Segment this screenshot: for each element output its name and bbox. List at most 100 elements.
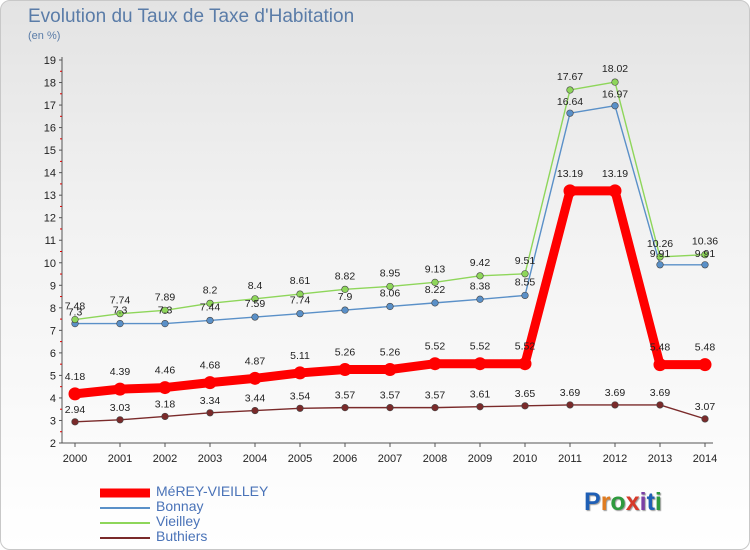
- data-label: 3.34: [200, 395, 221, 407]
- data-point: [161, 412, 169, 421]
- legend-label: Vieilley: [156, 513, 201, 529]
- data-point: [116, 310, 124, 318]
- data-label: 8.61: [290, 275, 311, 287]
- data-label: 9.42: [470, 257, 491, 269]
- data-label: 5.52: [515, 341, 536, 353]
- x-tick-label: 2014: [693, 453, 717, 465]
- data-point: [383, 363, 397, 377]
- data-point: [653, 358, 667, 372]
- data-point: [161, 319, 169, 328]
- data-label: 4.68: [200, 360, 221, 372]
- data-point: [476, 295, 484, 303]
- y-tick-label: 4: [50, 393, 56, 405]
- legend-swatch: [100, 521, 150, 524]
- data-label: 8.06: [380, 287, 401, 299]
- data-label: 3.44: [245, 393, 266, 405]
- x-tick-label: 2004: [243, 453, 267, 465]
- data-point: [428, 357, 442, 371]
- data-label: 3.69: [605, 387, 626, 399]
- data-point: [296, 290, 304, 298]
- data-point: [338, 363, 352, 377]
- data-point: [158, 381, 172, 395]
- y-tick-label: 3: [50, 415, 56, 427]
- data-point: [611, 78, 619, 86]
- y-tick-label: 17: [44, 100, 56, 112]
- x-tick-label: 2011: [558, 453, 582, 465]
- data-point: [563, 184, 577, 198]
- x-tick-label: 2009: [468, 453, 492, 465]
- logo-letter: o: [610, 488, 626, 516]
- data-point: [566, 401, 574, 409]
- data-label: 9.91: [650, 248, 671, 260]
- data-label: 3.65: [515, 388, 536, 400]
- x-tick-label: 2008: [423, 453, 447, 465]
- data-label: 4.18: [65, 371, 86, 383]
- data-point: [68, 387, 82, 401]
- data-point: [116, 319, 124, 328]
- logo-letter: i: [654, 488, 662, 516]
- logo-letter: t: [646, 488, 655, 516]
- data-point: [701, 261, 709, 269]
- data-point: [701, 251, 709, 259]
- data-label: 13.19: [602, 168, 628, 180]
- data-label: 5.26: [380, 347, 401, 359]
- data-label: 18.02: [602, 63, 628, 75]
- data-label: 3.54: [290, 390, 311, 402]
- data-label: 10.26: [647, 238, 673, 250]
- data-point: [473, 357, 487, 371]
- chart-subtitle: (en %): [28, 30, 61, 42]
- data-label: 7.59: [245, 298, 266, 310]
- data-label: 5.26: [335, 347, 356, 359]
- data-point: [116, 416, 124, 424]
- y-tick-label: 6: [50, 348, 56, 360]
- data-label: 8.82: [335, 270, 356, 282]
- data-point: [341, 306, 349, 314]
- data-point: [656, 261, 664, 269]
- logo-letter: i: [639, 488, 647, 516]
- data-point: [611, 102, 619, 110]
- x-tick-label: 2007: [378, 453, 402, 465]
- y-tick-label: 16: [44, 123, 56, 135]
- x-tick-label: 2001: [108, 453, 132, 465]
- data-point: [431, 404, 439, 412]
- data-label: 3.57: [425, 390, 446, 402]
- data-label: 7.9: [338, 291, 353, 303]
- data-label: 3.57: [380, 390, 401, 402]
- proxiti-logo: Proxiti: [584, 488, 662, 517]
- x-tick-label: 2006: [333, 453, 357, 465]
- logo-letter: r: [600, 488, 611, 516]
- data-point: [476, 403, 484, 411]
- data-point: [248, 371, 262, 385]
- data-label: 8.95: [380, 267, 401, 279]
- data-point: [341, 285, 349, 293]
- data-label: 13.19: [557, 168, 583, 180]
- data-label: 7.3: [68, 307, 83, 319]
- logo-letter: x: [625, 488, 640, 516]
- data-point: [206, 409, 214, 417]
- y-tick-label: 11: [45, 235, 56, 247]
- x-tick-label: 2002: [153, 453, 177, 465]
- y-tick-label: 18: [44, 78, 56, 90]
- legend-label: Buthiers: [156, 528, 208, 544]
- data-point: [251, 295, 259, 303]
- data-point: [521, 291, 529, 300]
- data-label: 7.74: [290, 295, 311, 307]
- data-label: 7.3: [158, 305, 173, 317]
- data-label: 4.39: [110, 366, 131, 378]
- data-point: [431, 299, 439, 307]
- data-label: 7.74: [110, 295, 131, 307]
- data-point: [431, 278, 439, 286]
- data-point: [611, 401, 619, 409]
- data-point: [296, 404, 304, 412]
- x-tick-label: 2005: [288, 453, 312, 465]
- data-label: 5.48: [650, 342, 671, 354]
- data-point: [698, 358, 712, 372]
- y-tick-label: 19: [44, 55, 56, 67]
- data-point: [341, 404, 349, 412]
- legend-swatch: [100, 488, 150, 497]
- y-tick-label: 12: [44, 213, 56, 225]
- data-point: [113, 382, 127, 396]
- data-label: 9.91: [695, 248, 716, 260]
